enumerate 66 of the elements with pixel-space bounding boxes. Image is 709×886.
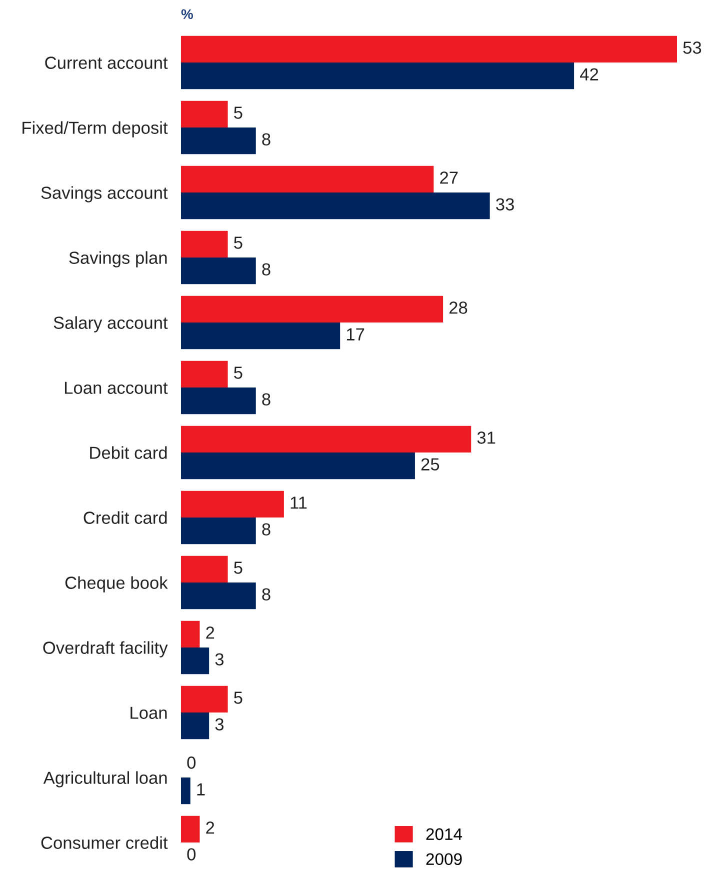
bar (181, 128, 256, 154)
bar (181, 426, 472, 452)
data-label: 8 (262, 588, 270, 600)
bar (181, 686, 228, 712)
y-tick-label: Credit card (84, 511, 167, 524)
bar (181, 620, 200, 648)
data-label: 27 (440, 172, 458, 184)
data-label: 0 (187, 756, 196, 769)
bar (181, 582, 256, 610)
bar (181, 258, 256, 284)
y-tick-label: Savings plan (69, 251, 167, 268)
bar (181, 100, 228, 128)
data-label: 2 (206, 822, 214, 834)
data-label: 0 (187, 848, 196, 860)
y-tick-label: Cheque book (65, 576, 168, 592)
data-label: 5 (234, 562, 242, 574)
data-label: 5 (234, 236, 242, 249)
data-label: 33 (496, 198, 514, 210)
bar (181, 490, 284, 518)
data-label: 17 (346, 328, 364, 340)
bar (181, 388, 256, 414)
data-label: 5 (234, 692, 242, 704)
data-label: 5 (234, 366, 242, 379)
chart-title: % (181, 9, 193, 19)
bar (181, 166, 434, 192)
y-tick-label: Overdraft facility (43, 641, 168, 658)
bar (181, 192, 490, 220)
bar (181, 518, 256, 544)
y-tick-label: Agricultural loan (43, 771, 167, 788)
data-label: 8 (262, 393, 270, 406)
data-label: 28 (449, 302, 468, 314)
bar (181, 322, 340, 350)
bar (181, 230, 228, 258)
data-label: 8 (262, 133, 270, 146)
data-label: 31 (477, 432, 496, 444)
data-label: 42 (580, 68, 598, 80)
data-label: 8 (262, 263, 270, 276)
y-tick-label: Consumer credit (41, 836, 168, 849)
data-label: 5 (234, 106, 242, 119)
data-label: 53 (683, 42, 702, 54)
bar (181, 556, 228, 582)
bar (181, 648, 210, 674)
data-label: 3 (215, 718, 224, 730)
bar (181, 816, 200, 842)
data-label: 3 (215, 653, 224, 666)
y-tick-label: Fixed/Term deposit (22, 121, 168, 138)
bar (181, 452, 415, 480)
legend-label: 2009 (426, 853, 462, 866)
bar (181, 712, 210, 740)
data-label: 25 (421, 458, 440, 470)
data-label: 2 (206, 626, 214, 639)
data-label: 8 (262, 523, 270, 536)
bar (181, 36, 677, 62)
y-tick-label: Loan account (64, 382, 168, 394)
bar (181, 296, 444, 322)
y-tick-label: Salary account (54, 316, 168, 332)
legend-label: 2014 (426, 828, 462, 840)
y-tick-label: Loan (130, 706, 167, 719)
data-label: 11 (290, 496, 307, 509)
y-tick-label: Current account (45, 56, 168, 69)
bar (181, 360, 228, 388)
bar (181, 778, 190, 804)
y-tick-label: Debit card (90, 446, 167, 459)
y-tick-label: Savings account (41, 186, 168, 202)
data-label: 1 (197, 783, 205, 796)
bar (181, 62, 574, 90)
